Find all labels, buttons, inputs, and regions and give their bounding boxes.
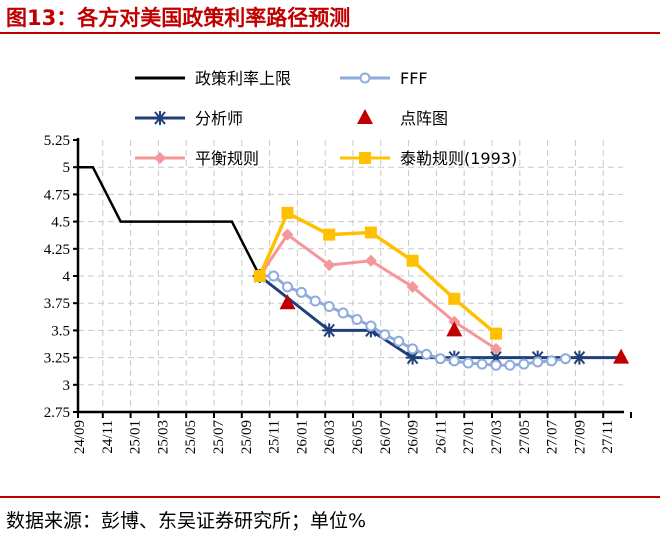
legend-label: FFF — [400, 69, 428, 88]
y-tick-label: 5 — [63, 160, 71, 176]
y-tick-label: 4.5 — [51, 215, 70, 231]
data-point-square — [323, 228, 336, 241]
data-point-circle — [560, 353, 571, 365]
data-point-circle — [518, 358, 530, 370]
source-divider — [0, 496, 660, 498]
data-point-diamond — [406, 280, 419, 293]
legend-label: 政策利率上限 — [195, 69, 291, 88]
data-point-circle — [407, 343, 419, 355]
data-point-circle — [268, 270, 280, 282]
data-point-triangle — [446, 321, 463, 337]
y-tick-label: 3.75 — [44, 296, 70, 312]
data-point-circle — [532, 356, 544, 368]
data-point-circle — [337, 307, 349, 319]
source-note: 数据来源：彭博、东吴证券研究所；单位% — [6, 510, 367, 532]
legend-marker-triangle — [357, 109, 373, 124]
data-point-circle — [351, 314, 363, 326]
data-point-circle — [323, 300, 335, 312]
data-point-diamond — [364, 254, 377, 267]
x-tick-label: 25/01 — [128, 420, 144, 454]
legend-label: 点阵图 — [400, 109, 448, 128]
data-point-circle — [365, 320, 377, 332]
x-tick-label: 25/09 — [239, 420, 255, 454]
legend-marker-diamond — [154, 152, 166, 164]
x-tick-label: 26/01 — [294, 420, 310, 454]
data-point-square — [281, 206, 294, 219]
data-point-square — [364, 226, 377, 239]
data-point-diamond — [323, 259, 336, 272]
y-tick-label: 5.25 — [44, 133, 70, 149]
legend-marker-circle — [359, 72, 371, 84]
data-point-square — [490, 327, 502, 340]
x-tick-label: 24/11 — [100, 420, 116, 454]
y-tick-label: 3.25 — [44, 351, 70, 367]
data-point-triangle — [279, 294, 296, 310]
x-tick-label: 26/07 — [378, 420, 394, 455]
data-point-circle — [476, 358, 488, 370]
data-point-star — [489, 350, 503, 365]
x-tick-label: 26/11 — [433, 420, 449, 454]
x-tick-label: 25/05 — [183, 420, 199, 454]
y-tick-label: 3.5 — [51, 323, 70, 339]
y-tick-label: 4.75 — [44, 187, 70, 203]
legend-label: 平衡规则 — [195, 149, 259, 168]
data-point-diamond — [281, 228, 294, 241]
data-point-triangle — [613, 348, 630, 364]
data-point-circle — [309, 295, 321, 307]
figure-title: 图13：各方对美国政策利率路径预测 — [6, 6, 351, 30]
series-line-0 — [79, 165, 261, 277]
data-point-square — [406, 254, 419, 267]
data-point-square — [253, 270, 266, 282]
x-tick-label: 27/07 — [545, 420, 561, 455]
data-point-circle — [490, 359, 502, 371]
x-tick-label: 27/09 — [572, 420, 588, 454]
data-point-circle — [379, 329, 391, 341]
x-tick-label: 26/09 — [406, 420, 422, 454]
data-point-circle — [282, 281, 293, 293]
data-point-star — [405, 350, 420, 365]
data-point-square — [448, 292, 461, 305]
x-tick-label: 27/11 — [600, 420, 616, 454]
x-tick-label: 26/03 — [322, 420, 338, 454]
data-point-circle — [546, 355, 558, 367]
data-point-star — [322, 323, 337, 338]
x-tick-label: 26/05 — [350, 420, 366, 454]
x-tick-label: 27/05 — [517, 420, 533, 454]
data-point-circle — [393, 335, 405, 347]
y-tick-label: 4.25 — [44, 242, 70, 258]
data-point-circle — [295, 286, 307, 298]
data-point-circle — [504, 359, 516, 371]
title-divider — [0, 32, 660, 34]
legend-marker-square — [359, 152, 371, 164]
y-tick-label: 3 — [63, 378, 71, 394]
x-tick-label: 25/07 — [211, 420, 227, 455]
y-tick-label: 2.75 — [44, 405, 70, 421]
data-point-circle — [462, 357, 474, 369]
data-point-star — [572, 350, 587, 365]
x-tick-label: 27/01 — [461, 420, 477, 454]
y-tick-label: 4 — [63, 269, 71, 285]
legend-marker-star — [153, 111, 167, 125]
x-tick-label: 24/09 — [72, 420, 88, 454]
data-point-circle — [448, 355, 460, 367]
x-tick-label: 27/03 — [489, 420, 505, 454]
legend-label: 分析师 — [195, 109, 243, 128]
x-tick-label: 25/03 — [155, 420, 171, 454]
series-line-5 — [258, 210, 498, 336]
data-point-circle — [421, 348, 432, 360]
data-point-diamond — [490, 342, 502, 355]
data-point-circle — [434, 353, 446, 365]
legend-label: 泰勒规则(1993) — [400, 149, 517, 168]
x-tick-label: 25/11 — [267, 420, 283, 454]
